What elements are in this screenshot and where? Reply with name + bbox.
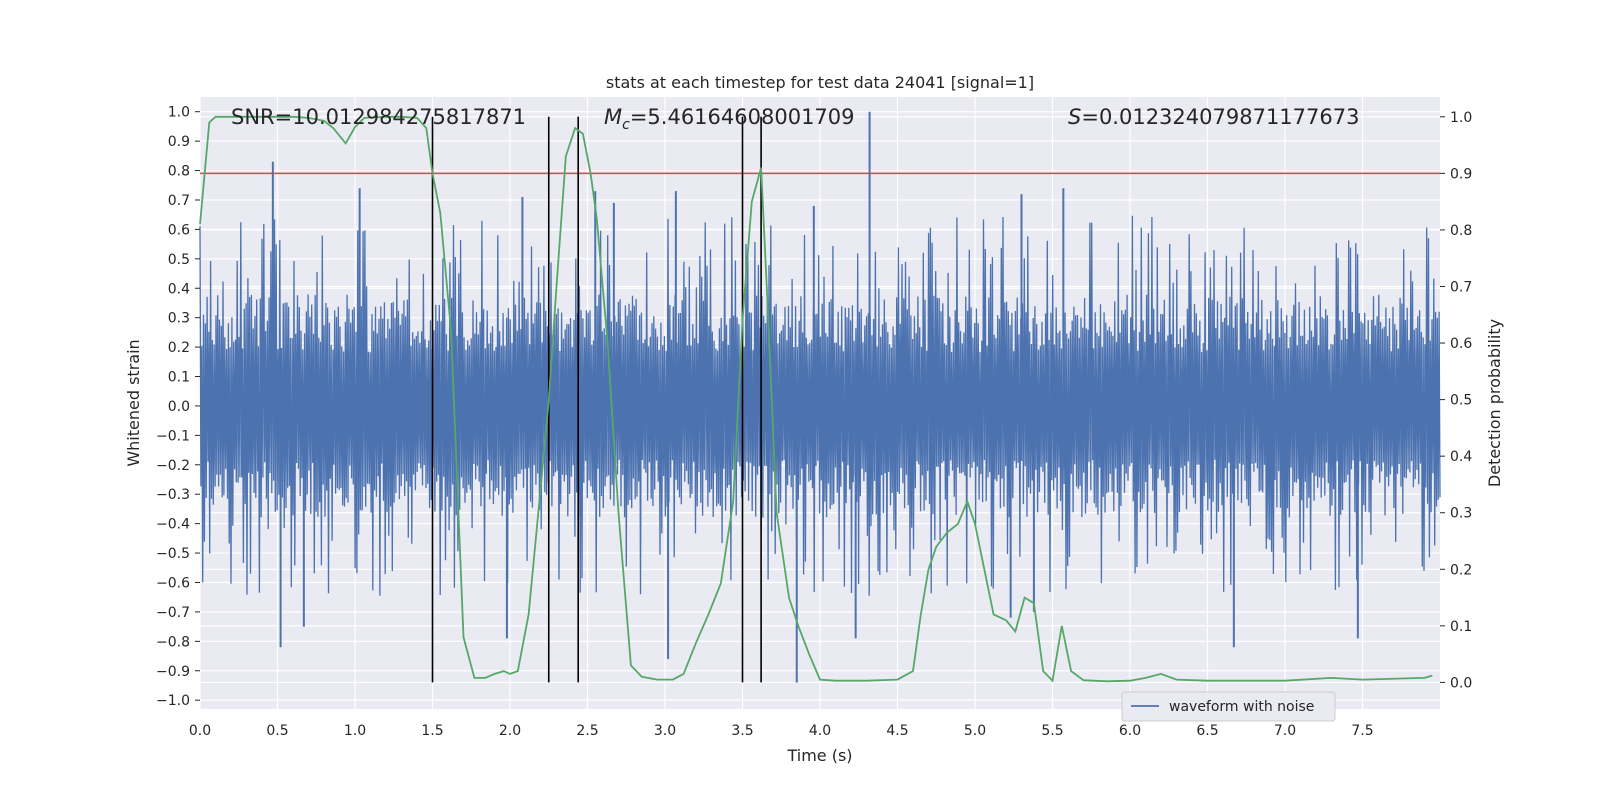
chart-title: stats at each timestep for test data 240… (606, 73, 1034, 92)
x-tick-label: 7.0 (1274, 723, 1296, 739)
y-tick-label: 0.1 (168, 370, 190, 386)
chirp-mass-symbol: M (604, 105, 622, 129)
x-axis-label: Time (s) (786, 746, 852, 765)
x-tick-label: 7.5 (1351, 723, 1373, 739)
y2-tick-label: 0.6 (1450, 336, 1472, 352)
detection-probability-series (199, 115, 1433, 683)
snr-annotation: SNR=10.012984275817871 (231, 105, 526, 129)
y-tick-label: 1.0 (168, 105, 190, 121)
y-tick-label: −0.6 (156, 575, 190, 591)
y2-tick-label: 0.9 (1450, 166, 1472, 182)
y-tick-label: 0.4 (168, 281, 190, 297)
y-tick-label: −0.5 (156, 546, 190, 562)
y-tick-label: −1.0 (156, 693, 190, 709)
y-axis-label: Whitened strain (124, 339, 143, 466)
y2-tick-label: 0.1 (1450, 619, 1472, 635)
y-tick-label: −0.7 (156, 605, 190, 621)
chirp-mass-value: =5.46164608001709 (630, 105, 855, 129)
y-tick-label: −0.2 (156, 458, 190, 474)
x-tick-label: 1.0 (344, 723, 366, 739)
x-tick-label: 6.0 (1119, 723, 1141, 739)
y-tick-label: −0.9 (156, 664, 190, 680)
y2-tick-label: 0.4 (1450, 449, 1472, 465)
y2-tick-label: 0.2 (1450, 562, 1472, 578)
y2-tick-label: 0.0 (1450, 675, 1472, 691)
waveform-with-noise-series (199, 111, 1441, 683)
detection-probability-line (199, 115, 1433, 683)
s-annotation: S=0.012324079871177673 (1068, 105, 1359, 129)
s-symbol: S (1068, 105, 1081, 129)
y2-tick-label: 1.0 (1450, 110, 1472, 126)
y-tick-label: −0.1 (156, 428, 190, 444)
s-value: =0.012324079871177673 (1081, 105, 1359, 129)
y2-tick-label: 0.5 (1450, 393, 1472, 409)
legend-box (1121, 691, 1336, 722)
y-tick-label: 0.2 (168, 340, 190, 356)
x-tick-label: 2.5 (576, 723, 598, 739)
y2-axis-label: Detection probability (1485, 319, 1504, 487)
y-tick-label: −0.8 (156, 634, 190, 650)
chirp-mass-annotation: Mc=5.46164608001709 (604, 105, 855, 133)
y-tick-label: −0.4 (156, 517, 190, 533)
y-tick-label: 0.8 (168, 164, 190, 180)
x-tick-label: 6.5 (1196, 723, 1218, 739)
x-tick-label: 1.5 (421, 723, 443, 739)
y-tick-label: 0.5 (168, 252, 190, 268)
x-tick-label: 3.5 (731, 723, 753, 739)
legend-label: waveform with noise (1169, 699, 1314, 715)
x-tick-label: 0.5 (266, 723, 288, 739)
x-tick-label: 4.5 (886, 723, 908, 739)
y-tick-label: 0.7 (168, 193, 190, 209)
legend: waveform with noise (1121, 691, 1336, 722)
y2-tick-label: 0.8 (1450, 223, 1472, 239)
x-tick-label: 0.0 (189, 723, 211, 739)
x-tick-label: 2.0 (499, 723, 521, 739)
y2-tick-label: 0.7 (1450, 279, 1472, 295)
y-tick-label: −0.3 (156, 487, 190, 503)
y-tick-label: 0.6 (168, 222, 190, 238)
y-tick-label: 0.0 (168, 399, 190, 415)
axis-ticks: 0.0 0.5 1.0 1.5 2.0 2.5 3.0 3.5 4.0 4.5 5.0 5.5 6.0 6… (156, 105, 1472, 739)
y2-tick-label: 0.3 (1450, 506, 1472, 522)
chirp-mass-subscript: c (622, 117, 630, 133)
waveform-line (199, 215, 1441, 596)
x-tick-label: 5.0 (964, 723, 986, 739)
y-tick-label: 0.9 (168, 134, 190, 150)
x-tick-label: 5.5 (1041, 723, 1063, 739)
y-tick-label: 0.3 (168, 311, 190, 327)
x-tick-label: 4.0 (809, 723, 831, 739)
x-tick-label: 3.0 (654, 723, 676, 739)
